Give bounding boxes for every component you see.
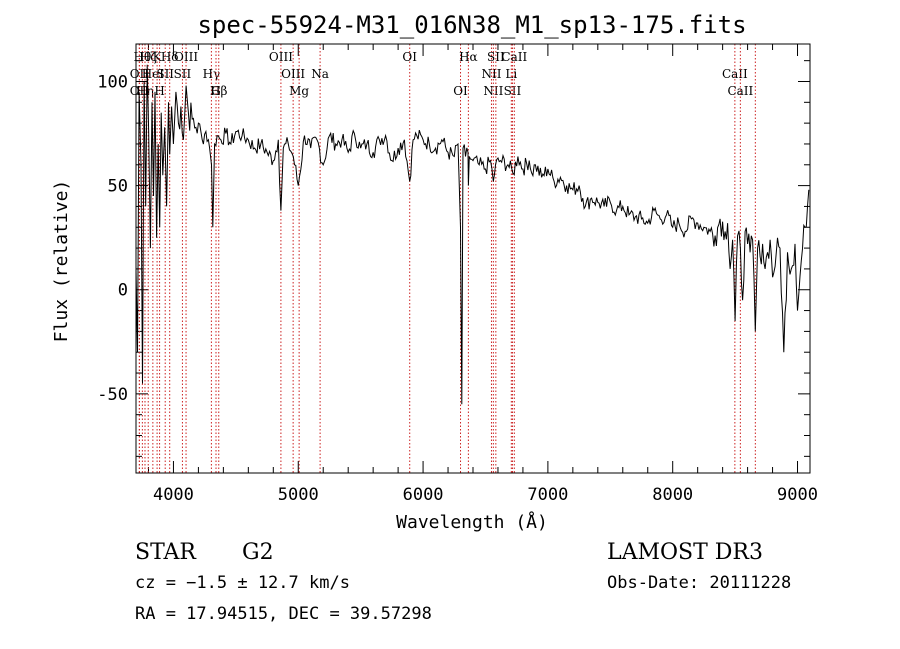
line-label: SII	[174, 67, 192, 81]
x-tick-label: 5000	[278, 485, 319, 505]
velocity-text: cz = −1.5 ± 12.7 km/s	[135, 573, 350, 593]
y-tick-label: -50	[97, 385, 128, 405]
object-class: STAR	[135, 540, 197, 565]
obs-date-text: Obs-Date: 20111228	[607, 573, 791, 593]
line-label: CaII	[501, 50, 527, 64]
line-label: OI	[453, 84, 468, 98]
line-label: Hθ	[134, 50, 152, 64]
plot-frame	[135, 43, 811, 474]
line-label: SII	[504, 84, 522, 98]
line-label: Hζ	[140, 50, 157, 64]
line-label: SII	[487, 50, 505, 64]
chart-title: spec-55924-M31_016N38_M1_sp13-175.fits	[197, 11, 746, 39]
object-subclass: G2	[242, 540, 274, 565]
x-tick-label: 4000	[153, 485, 194, 505]
line-label: OIII	[174, 50, 198, 64]
survey-name: LAMOST DR3	[607, 540, 763, 565]
line-label: G	[211, 84, 221, 98]
line-label: Hα	[459, 50, 478, 64]
line-label: H	[154, 84, 164, 98]
line-label: CaII	[722, 67, 748, 81]
line-label: OII	[130, 67, 150, 81]
x-tick-label: 7000	[527, 485, 568, 505]
line-label: Li	[505, 67, 517, 81]
line-label: K	[153, 50, 163, 64]
line-label: Hη	[136, 84, 154, 98]
line-label: NII	[483, 84, 503, 98]
line-label: OI	[402, 50, 417, 64]
y-axis-label: Flux (relative)	[51, 180, 72, 343]
line-label: Hγ	[203, 67, 221, 81]
spectrum-series	[135, 64, 810, 405]
line-label: Mg	[289, 84, 309, 98]
x-tick-label: 8000	[652, 485, 693, 505]
line-label: OIII	[281, 67, 305, 81]
coordinates-text: RA = 17.94515, DEC = 39.57298	[135, 604, 432, 624]
axis-ticks: 4000 5000 6000 7000 8000 9000 -50 0 50 100	[97, 44, 818, 505]
x-axis-label: Wavelength (Å)	[396, 511, 548, 533]
y-tick-label: 100	[97, 72, 128, 92]
line-label: Hβ	[210, 84, 227, 98]
line-label: OIII	[269, 50, 293, 64]
x-tick-label: 6000	[403, 485, 444, 505]
line-label: NII	[481, 67, 501, 81]
x-tick-label: 9000	[777, 485, 818, 505]
spectrum-line	[135, 64, 810, 405]
y-tick-label: 0	[118, 281, 128, 301]
line-label: Na	[311, 67, 329, 81]
spectral-line-markers: OIIOIIHθHηHζHeIKHSIIHδSIIOIIIHγGHβOIIIOI…	[130, 44, 756, 473]
y-tick-label: 50	[108, 177, 128, 197]
line-label: Hδ	[161, 50, 179, 64]
line-label: CaII	[727, 84, 753, 98]
line-label: SII	[156, 67, 174, 81]
